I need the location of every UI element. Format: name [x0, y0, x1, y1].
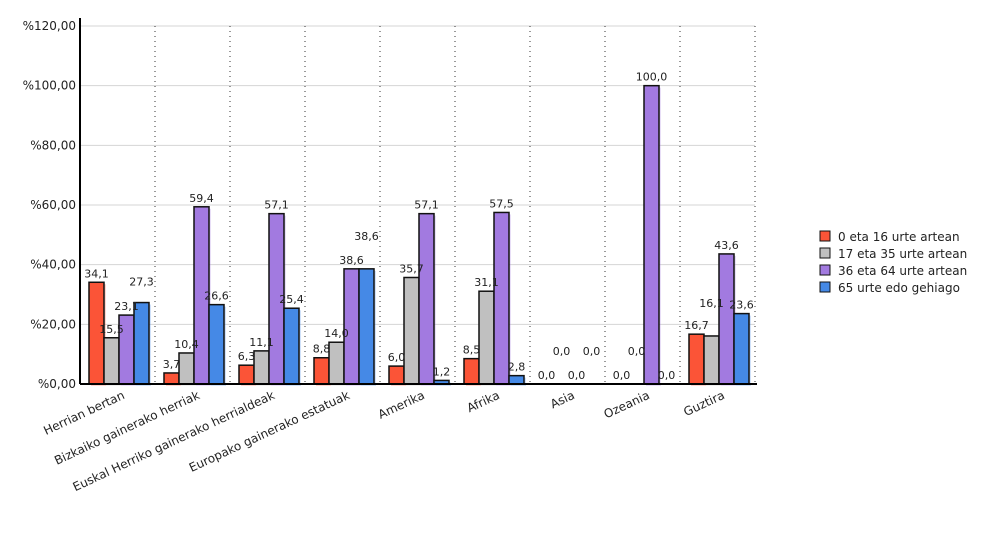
- data-label: 100,0: [636, 71, 668, 84]
- bar: [388, 365, 405, 385]
- data-label: 0,0: [628, 345, 646, 358]
- data-label: 6,3: [238, 350, 256, 363]
- y-tick-label: %120,00: [23, 19, 76, 33]
- legend-swatch: [819, 281, 831, 293]
- x-tick-label: Asia: [548, 388, 577, 411]
- legend-label: 17 eta 35 urte artean: [838, 247, 967, 261]
- data-label: 11,1: [249, 336, 274, 349]
- data-label: 0,0: [568, 369, 586, 382]
- data-label: 57,1: [414, 199, 439, 212]
- data-label: 57,5: [489, 197, 514, 210]
- y-tick-label: %0,00: [38, 377, 76, 391]
- x-tick-label: Afrika: [465, 388, 502, 415]
- bar: [718, 253, 735, 385]
- y-tick-label: %60,00: [30, 198, 76, 212]
- bar: [478, 290, 495, 385]
- bar: [493, 211, 510, 385]
- bar: [358, 268, 375, 385]
- data-label: 26,6: [204, 290, 229, 303]
- legend-label: 65 urte edo gehiago: [838, 281, 960, 295]
- bar: [103, 337, 120, 385]
- data-label: 27,3: [129, 276, 154, 289]
- data-label: 38,6: [339, 254, 364, 267]
- data-label: 0,0: [583, 345, 601, 358]
- bar: [403, 276, 420, 385]
- bar: [178, 352, 195, 385]
- bar: [508, 374, 525, 385]
- data-label: 0,0: [553, 345, 571, 358]
- data-label: 3,7: [163, 358, 181, 371]
- data-label: 59,4: [189, 192, 214, 205]
- legend-swatch: [819, 230, 831, 242]
- data-label: 2,8: [508, 361, 526, 374]
- x-tick-label: Ozeania: [602, 388, 652, 421]
- data-label: 43,6: [714, 239, 739, 252]
- legend-label: 0 eta 16 urte artean: [838, 230, 960, 244]
- bar: [133, 301, 150, 385]
- bar: [703, 335, 720, 385]
- x-tick-label: Amerika: [376, 388, 427, 422]
- bar: [328, 341, 345, 385]
- bar: [733, 312, 750, 385]
- data-label: 16,7: [684, 319, 709, 332]
- data-label: 0,0: [658, 369, 676, 382]
- data-label: 35,7: [399, 262, 424, 275]
- y-tick-label: %40,00: [30, 258, 76, 272]
- y-tick-label: %100,00: [23, 79, 76, 93]
- data-label: 25,4: [279, 293, 304, 306]
- data-label: 38,6: [354, 230, 379, 243]
- data-label: 0,0: [538, 369, 556, 382]
- y-tick-label: %80,00: [30, 138, 76, 152]
- data-label: 6,0: [388, 351, 406, 364]
- data-label: 31,1: [474, 276, 499, 289]
- bar: [463, 357, 480, 385]
- bar: [418, 212, 435, 385]
- bar: [643, 84, 660, 385]
- data-label: 8,8: [313, 343, 331, 356]
- legend-label: 36 eta 64 urte artean: [838, 264, 967, 278]
- bar: [283, 307, 300, 385]
- y-tick-label: %20,00: [30, 317, 76, 331]
- data-label: 23,1: [114, 300, 139, 313]
- data-label: 16,1: [699, 297, 724, 310]
- data-label: 8,5: [463, 344, 481, 357]
- bar: [163, 372, 180, 385]
- data-label: 15,5: [99, 323, 124, 336]
- data-label: 0,0: [613, 369, 631, 382]
- x-tick-label: Guztira: [681, 388, 726, 419]
- bar: [238, 364, 255, 385]
- data-label: 23,6: [729, 299, 754, 312]
- data-label: 10,4: [174, 338, 199, 351]
- data-label: 1,2: [433, 365, 451, 378]
- bar: [688, 333, 705, 385]
- bar: [313, 356, 330, 385]
- data-label: 14,0: [324, 327, 349, 340]
- data-label: 34,1: [84, 267, 109, 280]
- bar: [208, 303, 225, 385]
- data-label: 57,1: [264, 199, 289, 212]
- legend-swatch: [819, 247, 831, 259]
- legend-swatch: [819, 264, 831, 276]
- bar: [253, 350, 270, 385]
